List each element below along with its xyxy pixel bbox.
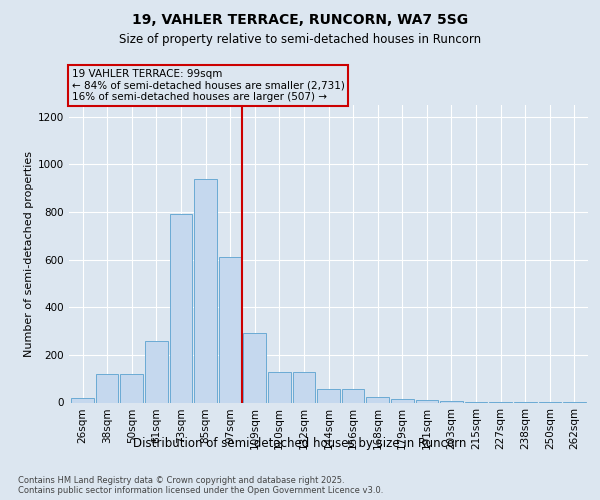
Text: 19 VAHLER TERRACE: 99sqm
← 84% of semi-detached houses are smaller (2,731)
16% o: 19 VAHLER TERRACE: 99sqm ← 84% of semi-d… [71, 69, 344, 102]
Bar [219, 258, 241, 402]
Bar [194, 179, 217, 402]
Bar [244, 334, 266, 402]
Y-axis label: Number of semi-detached properties: Number of semi-detached properties [24, 151, 34, 357]
Bar [416, 400, 438, 402]
Text: Distribution of semi-detached houses by size in Runcorn: Distribution of semi-detached houses by … [133, 438, 467, 450]
Text: Contains HM Land Registry data © Crown copyright and database right 2025.
Contai: Contains HM Land Registry data © Crown c… [18, 476, 383, 495]
Bar [71, 398, 94, 402]
Bar [367, 396, 389, 402]
Bar [96, 374, 118, 402]
Bar [391, 399, 413, 402]
Bar [121, 374, 143, 402]
Bar [293, 372, 315, 402]
Bar [317, 390, 340, 402]
Bar [268, 372, 290, 402]
Bar [170, 214, 192, 402]
Bar [342, 390, 364, 402]
Text: 19, VAHLER TERRACE, RUNCORN, WA7 5SG: 19, VAHLER TERRACE, RUNCORN, WA7 5SG [132, 12, 468, 26]
Text: Size of property relative to semi-detached houses in Runcorn: Size of property relative to semi-detach… [119, 32, 481, 46]
Bar [145, 340, 167, 402]
